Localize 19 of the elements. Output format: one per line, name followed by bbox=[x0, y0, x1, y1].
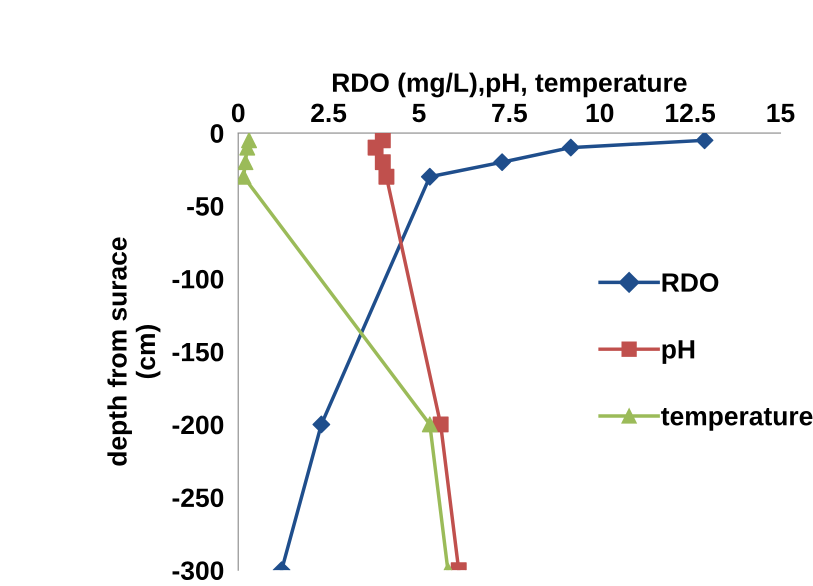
legend-label: RDO bbox=[662, 273, 718, 292]
x-axis-title: RDO (mg/L),pH, temperature bbox=[332, 72, 687, 98]
y-tick-label: -250 bbox=[172, 488, 224, 508]
x-tick-label: 0 bbox=[232, 104, 244, 122]
legend-label: pH bbox=[662, 340, 694, 364]
y-tick-label: -300 bbox=[172, 561, 224, 580]
x-tick-label: 15 bbox=[767, 104, 794, 122]
x-tick-label: 12.5 bbox=[666, 104, 716, 122]
x-tick-label: 5 bbox=[412, 104, 426, 122]
legend-label: temperature bbox=[661, 408, 812, 431]
x-tick-label: 10 bbox=[586, 104, 614, 122]
y-tick-label: -200 bbox=[172, 416, 224, 434]
y-axis-title: depth from surace (cm) bbox=[107, 237, 160, 466]
x-tick-label: 7.5 bbox=[492, 104, 527, 122]
y-tick-label: -50 bbox=[187, 197, 224, 216]
y-tick-label: -100 bbox=[172, 270, 224, 289]
y-tick-label: -150 bbox=[172, 342, 224, 362]
y-tick-label: 0 bbox=[210, 124, 224, 143]
x-tick-label: 2.5 bbox=[311, 104, 346, 122]
